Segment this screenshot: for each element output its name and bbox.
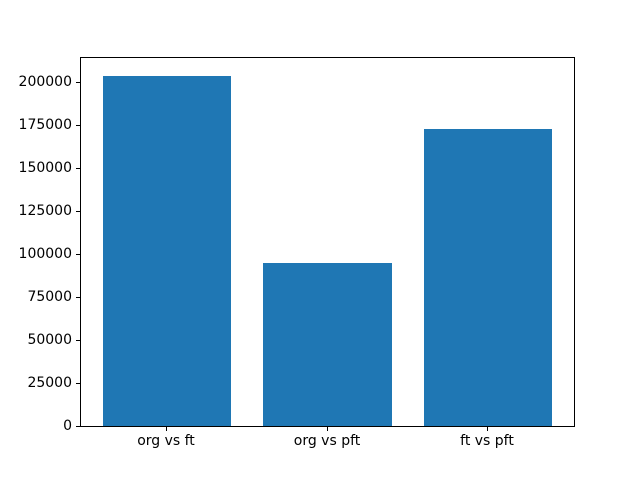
y-tick-mark (76, 426, 80, 427)
y-tick-mark (76, 125, 80, 126)
y-tick-label: 25000 (27, 375, 72, 391)
y-tick-label: 100000 (18, 246, 72, 262)
y-tick-mark (76, 168, 80, 169)
x-tick-mark (487, 427, 488, 431)
x-tick-label-org-vs-pft: org vs pft (293, 433, 361, 449)
plot-area (80, 57, 575, 427)
y-tick-label: 75000 (27, 289, 72, 305)
y-tick-mark (76, 211, 80, 212)
y-tick-mark (76, 340, 80, 341)
bar-org-vs-pft (263, 262, 392, 426)
x-tick-mark (166, 427, 167, 431)
x-tick-mark (327, 427, 328, 431)
y-tick-mark (76, 82, 80, 83)
y-tick-label: 125000 (18, 203, 72, 219)
y-tick-label: 200000 (18, 74, 72, 90)
y-tick-label: 150000 (18, 160, 72, 176)
y-tick-mark (76, 254, 80, 255)
bar-org-vs-ft (103, 75, 232, 426)
y-tick-label: 50000 (27, 332, 72, 348)
bar-ft-vs-pft (423, 128, 552, 426)
y-tick-mark (76, 297, 80, 298)
x-tick-label-org-vs-ft: org vs ft (137, 433, 195, 449)
x-tick-label-ft-vs-pft: ft vs pft (460, 433, 514, 449)
y-tick-label: 175000 (18, 117, 72, 133)
y-tick-label: 0 (63, 418, 72, 434)
y-tick-mark (76, 383, 80, 384)
